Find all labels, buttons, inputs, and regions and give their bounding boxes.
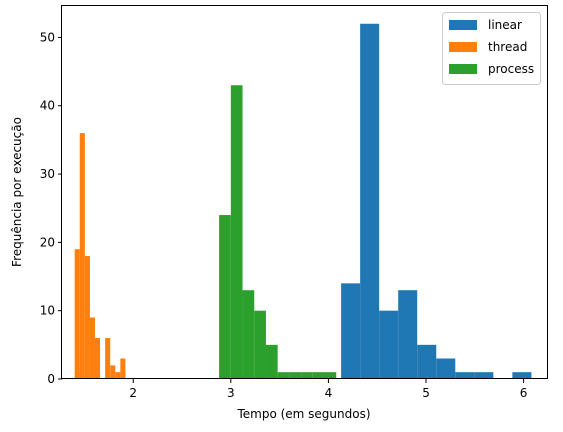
bars-layer — [74, 23, 532, 379]
legend-label-process: process — [488, 62, 534, 76]
x-tick-label: 4 — [325, 386, 333, 400]
legend-swatch-process — [449, 64, 477, 74]
legend-swatch-linear — [449, 20, 477, 30]
bar-thread-3 — [89, 317, 95, 379]
bar-linear-5 — [436, 358, 456, 379]
y-tick-label: 10 — [40, 304, 55, 318]
bar-process-1 — [230, 85, 243, 379]
bar-linear-4 — [417, 344, 437, 379]
bar-thread-0 — [74, 249, 80, 379]
bar-process-7 — [301, 372, 313, 379]
bar-thread-2 — [84, 256, 90, 379]
x-tick-label: 6 — [520, 386, 528, 400]
bar-process-9 — [324, 372, 337, 379]
bar-linear-0 — [341, 283, 361, 379]
bar-process-8 — [312, 372, 325, 379]
axes-frame — [61, 5, 548, 379]
y-tick-label: 30 — [40, 167, 55, 181]
bar-linear-9 — [512, 372, 532, 379]
bar-process-5 — [277, 372, 290, 379]
bar-thread-1 — [79, 133, 85, 379]
bar-thread-4 — [94, 338, 101, 379]
bar-process-3 — [254, 310, 266, 379]
bar-linear-3 — [398, 290, 418, 379]
legend-swatch-thread — [449, 42, 477, 52]
y-axis-ticks: 0 10 20 30 40 50 — [40, 30, 62, 386]
legend-label-thread: thread — [488, 40, 527, 54]
bar-linear-6 — [455, 372, 475, 379]
bar-process-2 — [242, 290, 255, 379]
bar-linear-1 — [360, 23, 380, 379]
y-tick-label: 40 — [40, 99, 55, 113]
legend: linear thread process — [442, 12, 541, 85]
x-axis-label: Tempo (em segundos) — [236, 407, 370, 421]
bar-process-0 — [219, 215, 231, 379]
y-tick-label: 50 — [40, 30, 55, 44]
y-tick-label: 20 — [40, 235, 55, 249]
bar-thread-7 — [110, 365, 116, 379]
y-tick-label: 0 — [47, 372, 55, 386]
bar-thread-6 — [105, 338, 111, 379]
y-axis-label: Frequência por execução — [10, 117, 24, 267]
bar-linear-2 — [379, 310, 399, 379]
x-tick-label: 5 — [422, 386, 430, 400]
x-tick-label: 3 — [227, 386, 235, 400]
bar-process-4 — [265, 344, 278, 379]
x-tick-label: 2 — [129, 386, 137, 400]
bar-process-6 — [289, 372, 302, 379]
bar-linear-7 — [474, 372, 494, 379]
bar-thread-8 — [115, 372, 121, 379]
legend-label-linear: linear — [488, 18, 522, 32]
x-axis-ticks: 2 3 4 5 6 — [129, 379, 527, 400]
bar-thread-9 — [120, 358, 126, 379]
